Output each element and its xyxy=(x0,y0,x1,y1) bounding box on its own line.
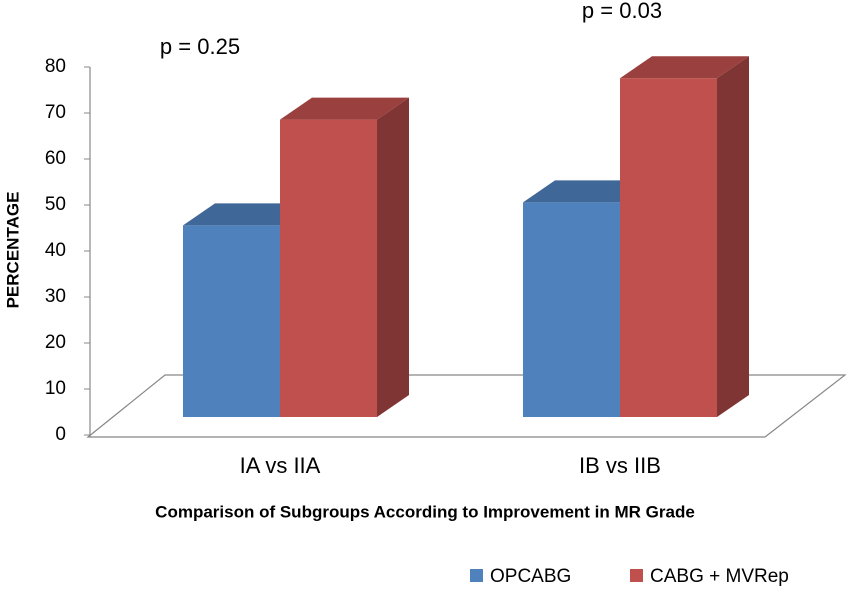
y-tick-label: 20 xyxy=(45,332,66,353)
bar-side xyxy=(717,56,749,417)
bar-top xyxy=(620,56,749,79)
bar xyxy=(183,225,280,417)
bar xyxy=(280,119,377,417)
y-tick-label: 0 xyxy=(55,424,66,445)
bar-top xyxy=(523,180,652,203)
bar xyxy=(523,202,620,417)
y-axis-title: PERCENTAGE xyxy=(3,192,22,309)
annotation: p = 0.03 xyxy=(582,0,662,23)
x-tick-label: IA vs IIA xyxy=(240,453,321,478)
bar-side xyxy=(377,97,409,417)
bar-top xyxy=(280,97,409,120)
annotation: p = 0.25 xyxy=(160,34,240,59)
legend-swatch xyxy=(470,569,483,582)
y-tick-label: 30 xyxy=(45,286,66,307)
legend-label: CABG + MVRep xyxy=(650,566,789,587)
y-tick-label: 80 xyxy=(45,56,66,77)
y-tick-label: 70 xyxy=(45,102,66,123)
y-tick-label: 60 xyxy=(45,148,66,169)
y-tick-label: 50 xyxy=(45,194,66,215)
y-tick-label: 40 xyxy=(45,240,66,261)
x-tick-label: IB vs IIB xyxy=(579,453,661,478)
x-axis-title: Comparison of Subgroups According to Imp… xyxy=(155,502,695,521)
bar xyxy=(620,78,717,417)
legend-swatch xyxy=(630,569,643,582)
bar-top xyxy=(183,203,312,226)
y-tick-label: 10 xyxy=(45,378,66,399)
legend-label: OPCABG xyxy=(490,566,571,587)
